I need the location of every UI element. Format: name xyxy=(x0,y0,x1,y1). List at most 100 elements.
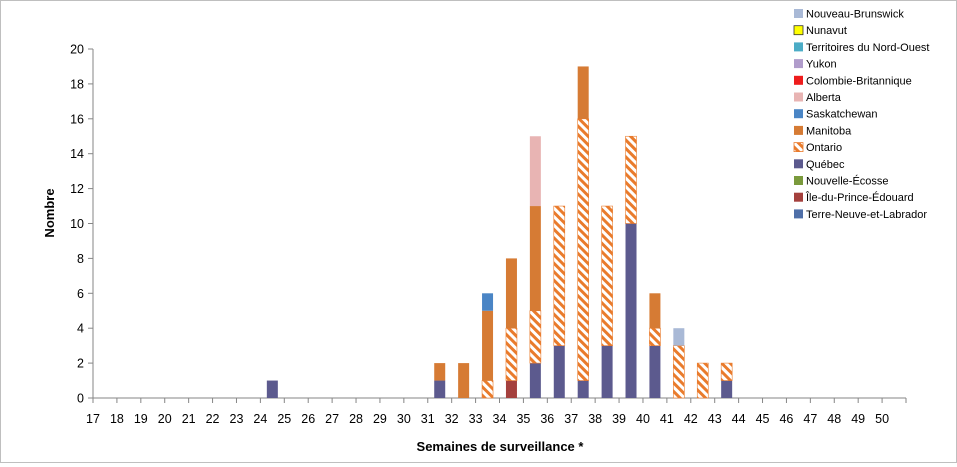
legend-swatch-ile-du-prince-edouard xyxy=(794,192,803,202)
x-tick-label: 28 xyxy=(349,412,363,426)
bar-segment-quebec-week-39 xyxy=(625,223,637,398)
bar-segment-ontario-week-39 xyxy=(625,135,637,224)
bar-segment-manitoba-week-40 xyxy=(649,293,661,329)
y-tick-label: 12 xyxy=(70,182,84,196)
y-tick-label: 2 xyxy=(77,357,84,371)
bar-segment-ile-du-prince-edouard-week-34 xyxy=(505,380,517,398)
y-tick-label: 8 xyxy=(77,252,84,266)
x-tick-label: 38 xyxy=(588,412,602,426)
y-tick-label: 20 xyxy=(70,43,84,57)
legend-label-ontario: Ontario xyxy=(806,142,842,154)
x-tick-label: 27 xyxy=(325,412,339,426)
y-tick-label: 14 xyxy=(70,147,84,161)
legend-swatch-nouvelle-ecosse xyxy=(794,176,803,185)
bar-segment-ontario-week-43 xyxy=(720,362,733,381)
legend-swatch-terre-neuve-et-labrador xyxy=(794,209,803,219)
x-tick-label: 37 xyxy=(564,412,578,426)
legend-swatch-nunavut xyxy=(793,25,804,36)
x-tick-label: 46 xyxy=(779,412,793,426)
y-tick-label: 18 xyxy=(70,77,84,91)
bar-segment-manitoba-week-31 xyxy=(434,363,446,381)
x-tick-label: 30 xyxy=(397,412,411,426)
bar-segment-quebec-week-31 xyxy=(434,380,446,398)
legend-swatch-quebec xyxy=(794,159,803,169)
x-tick-label: 21 xyxy=(182,412,196,426)
bars xyxy=(266,66,733,399)
x-tick-label: 42 xyxy=(684,412,698,426)
legend-label-nouveau-brunswick: Nouveau-Brunswick xyxy=(806,9,904,21)
x-axis: 17 18 19 20 21 22 23 24 25 26 27 28 29 30 31 32 33 34 35 36… xyxy=(86,397,907,426)
x-tick-label: 22 xyxy=(206,412,220,426)
x-tick-label: 34 xyxy=(493,412,507,426)
bar-segment-quebec-week-37 xyxy=(577,380,589,398)
x-tick-label: 19 xyxy=(134,412,148,426)
x-tick-label: 23 xyxy=(230,412,244,426)
x-tick-label: 41 xyxy=(660,412,674,426)
legend-swatch-alberta xyxy=(794,92,803,102)
bar-segment-quebec-week-43 xyxy=(721,380,733,398)
y-axis-title: Nombre xyxy=(42,188,57,237)
y-tick-label: 6 xyxy=(77,287,84,301)
legend-label-terre-neuve-et-labrador: Terre-Neuve-et-Labrador xyxy=(806,209,927,221)
legend-label-alberta: Alberta xyxy=(806,92,842,104)
x-tick-label: 40 xyxy=(636,412,650,426)
legend-swatch-saskatchewan xyxy=(794,109,803,119)
legend-label-manitoba: Manitoba xyxy=(806,125,852,137)
bar-segment-quebec-week-36 xyxy=(553,345,565,398)
legend-swatch-colombie-britannique xyxy=(794,75,803,85)
bar-segment-ontario-week-42 xyxy=(696,362,709,399)
x-tick-label: 18 xyxy=(110,412,124,426)
legend: Nouveau-Brunswick Nunavut Territoires du N… xyxy=(793,9,930,221)
x-tick-label: 47 xyxy=(803,412,817,426)
legend-label-yukon: Yukon xyxy=(806,59,837,71)
x-tick-label: 39 xyxy=(612,412,626,426)
x-tick-label: 49 xyxy=(851,412,865,426)
x-axis-title: Semaines de surveillance * xyxy=(417,439,585,454)
legend-swatch-ontario xyxy=(793,142,804,153)
legend-label-nouvelle-ecosse: Nouvelle-Écosse xyxy=(806,175,889,188)
legend-label-ile-du-prince-edouard: Île-du-Prince-Édouard xyxy=(805,191,914,204)
bar-segment-manitoba-week-32 xyxy=(458,363,470,398)
bar-segment-quebec-week-24 xyxy=(266,380,278,398)
bar-segment-ontario-week-35 xyxy=(529,310,542,364)
legend-label-saskatchewan: Saskatchewan xyxy=(806,109,878,121)
x-tick-label: 35 xyxy=(516,412,530,426)
bar-segment-manitoba-week-37 xyxy=(577,66,589,119)
bar-segment-ontario-week-34 xyxy=(505,327,518,381)
x-tick-label: 43 xyxy=(708,412,722,426)
x-tick-label: 32 xyxy=(445,412,459,426)
legend-label-nunavut: Nunavut xyxy=(806,25,847,37)
x-tick-label: 29 xyxy=(373,412,387,426)
bar-segment-quebec-week-35 xyxy=(529,363,541,398)
x-tick-label: 25 xyxy=(277,412,291,426)
bar-segment-saskatchewan-week-33 xyxy=(482,293,494,311)
x-tick-label: 17 xyxy=(86,412,100,426)
y-tick-label: 4 xyxy=(77,322,84,336)
bar-segment-ontario-week-37 xyxy=(577,118,589,381)
bar-segment-quebec-week-38 xyxy=(601,345,613,398)
bar-segment-manitoba-week-34 xyxy=(505,258,517,329)
y-axis: 0 2 4 6 8 10 12 14 16 18 20 xyxy=(70,43,94,406)
bar-segment-ontario-week-38 xyxy=(601,205,613,346)
x-tick-label: 44 xyxy=(732,412,746,426)
bar-segment-ontario-week-40 xyxy=(649,327,661,346)
x-tick-label: 45 xyxy=(756,412,770,426)
legend-label-territoires-du-nord-ouest: Territoires du Nord-Ouest xyxy=(806,42,930,54)
x-tick-label: 48 xyxy=(827,412,841,426)
bar-segment-ontario-week-33 xyxy=(481,380,494,399)
x-tick-label: 20 xyxy=(158,412,172,426)
legend-swatch-territoires-du-nord-ouest xyxy=(794,42,803,52)
x-tick-label: 31 xyxy=(421,412,435,426)
bar-segment-nouveau-brunswick-week-41 xyxy=(673,328,685,346)
bar-segment-manitoba-week-33 xyxy=(482,310,494,381)
bar-segment-ontario-week-36 xyxy=(553,205,566,346)
x-tick-label: 24 xyxy=(253,412,267,426)
y-tick-label: 0 xyxy=(77,392,84,406)
bar-segment-alberta-week-35 xyxy=(529,136,541,207)
bar-segment-quebec-week-40 xyxy=(649,345,661,398)
x-tick-label: 26 xyxy=(301,412,315,426)
x-tick-label: 36 xyxy=(540,412,554,426)
legend-label-quebec: Québec xyxy=(806,159,845,171)
